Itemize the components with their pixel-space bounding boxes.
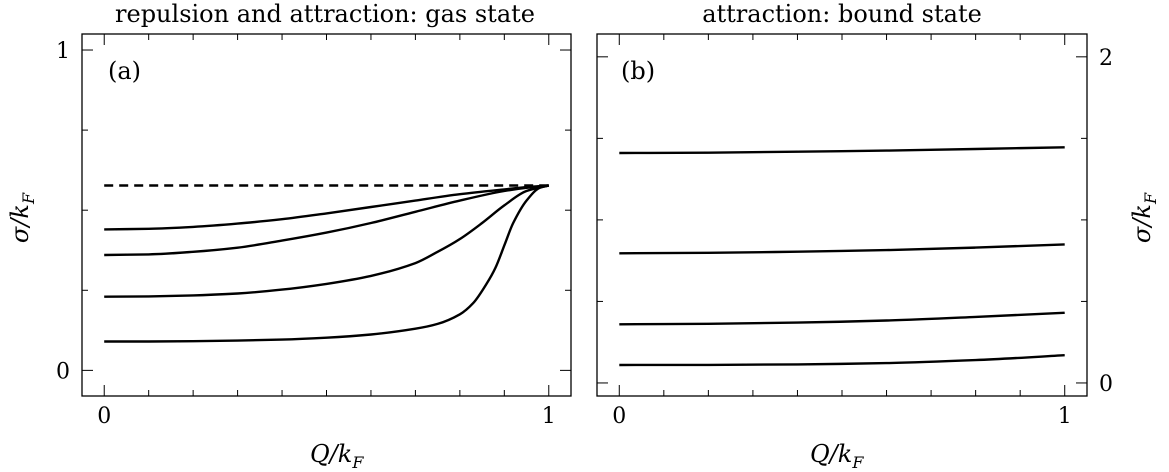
panel-b-xtick-label: 1: [1058, 404, 1072, 429]
panel-b: attraction: bound state (b) 0 1 0 2 Q/kF σ/…: [596, 0, 1160, 472]
panel-b-xlabel: Q/kF: [810, 440, 864, 472]
panel-a-ytick-label: 0: [56, 359, 70, 384]
panel-b-series-line: [619, 311, 1065, 326]
panel-a-ticks: [82, 34, 571, 396]
panel-b-tick-labels: 0 1 0 2: [612, 46, 1113, 429]
panel-b-series-line: [619, 243, 1065, 255]
panel-a-xlabel: Q/kF: [310, 440, 364, 472]
panel-b-ylabel: σ/kF: [1128, 192, 1160, 243]
panel-b-plot-frame: [596, 33, 1088, 397]
panel-a-curves: [104, 184, 550, 343]
panel-a-xtick-label: 0: [97, 404, 111, 429]
panel-a-xtick-label: 1: [542, 404, 556, 429]
panel-b-curves: [619, 146, 1065, 367]
panel-b-series-line: [619, 146, 1065, 155]
panel-a: repulsion and attraction: gas state (a) …: [6, 0, 572, 472]
panel-b-ytick-label: 2: [1099, 46, 1113, 71]
panel-a-tick-labels: 0 1 0 1: [56, 39, 556, 429]
panel-b-label: (b): [621, 57, 655, 85]
panel-a-series-line: [104, 184, 549, 231]
panel-a-label: (a): [108, 57, 141, 85]
panel-a-series-line: [104, 184, 549, 257]
panel-b-xtick-label: 0: [612, 404, 626, 429]
panel-b-series-line: [619, 354, 1065, 367]
panel-b-ticks: [597, 34, 1087, 396]
panel-a-series-line: [104, 184, 550, 298]
panel-a-title: repulsion and attraction: gas state: [115, 0, 535, 28]
panel-b-title: attraction: bound state: [702, 0, 982, 28]
panel-a-ylabel: σ/kF: [6, 192, 38, 243]
panel-a-series-line: [104, 184, 550, 343]
panel-a-ytick-label: 1: [56, 39, 70, 64]
panel-b-ytick-label: 0: [1099, 372, 1113, 397]
